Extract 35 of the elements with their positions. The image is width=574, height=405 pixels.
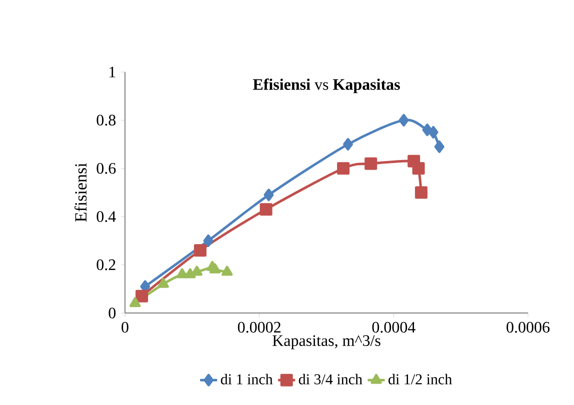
- y-tick-label: 1: [110, 66, 116, 78]
- chart-title: Efisiensi vs Kapasitas: [252, 78, 400, 94]
- point: [158, 278, 169, 288]
- point: [412, 162, 425, 175]
- point: [203, 234, 214, 247]
- legend-label: di 1/2 inch: [388, 374, 452, 384]
- point: [343, 138, 353, 151]
- y-axis-title: Efisiensi: [74, 163, 87, 222]
- point: [364, 157, 378, 170]
- legend-label: di 1 inch: [220, 374, 273, 384]
- point: [191, 266, 202, 276]
- point: [414, 186, 428, 199]
- point: [209, 263, 221, 274]
- x-axis-title: Kapasitas, m^3/s: [272, 335, 380, 350]
- point: [337, 162, 350, 175]
- x-tick-label: 0.0006: [506, 322, 550, 333]
- x-tick-label: 0.0004: [372, 322, 416, 333]
- point: [222, 266, 233, 276]
- point: [136, 290, 148, 302]
- x-tick-label: 0.0002: [238, 322, 280, 333]
- y-tick-label: 0.4: [96, 211, 116, 222]
- legend-label: di 3/4 inch: [298, 374, 362, 384]
- y-tick-label: 0.6: [96, 162, 116, 174]
- y-tick-label: 0: [108, 308, 116, 318]
- point: [398, 114, 409, 126]
- point: [176, 268, 188, 278]
- point: [264, 188, 274, 202]
- point: [434, 140, 444, 153]
- point: [260, 203, 272, 216]
- point: [194, 244, 206, 257]
- y-tick-label: 0.8: [96, 114, 116, 126]
- point: [428, 126, 438, 138]
- y-tick-label: 0.2: [96, 259, 116, 270]
- point: [130, 297, 141, 308]
- x-tick-label: 0: [122, 322, 128, 333]
